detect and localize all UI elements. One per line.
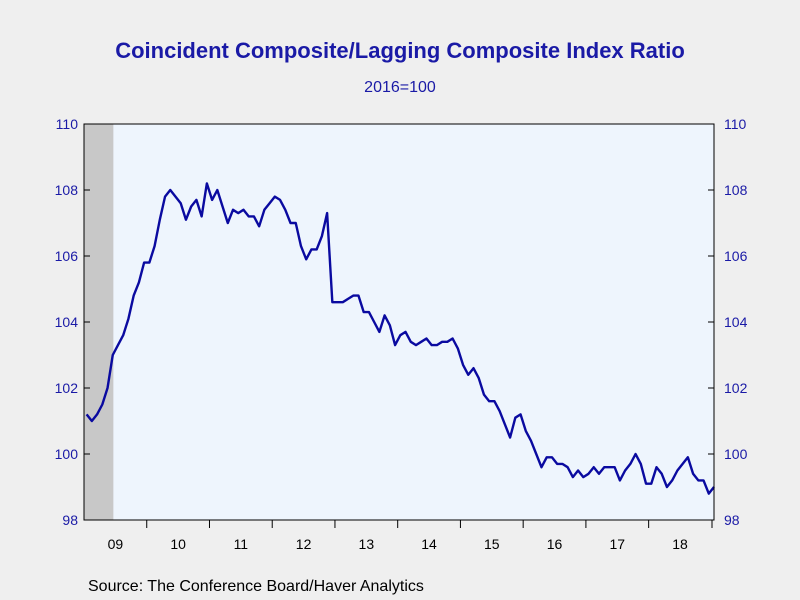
chart-title: Coincident Composite/Lagging Composite I… bbox=[115, 38, 685, 63]
y-tick-label-right: 98 bbox=[724, 512, 740, 528]
plot-area bbox=[84, 124, 714, 520]
x-tick-label: 16 bbox=[547, 536, 563, 552]
y-tick-label-right: 106 bbox=[724, 248, 748, 264]
y-tick-label-left: 100 bbox=[55, 446, 79, 462]
x-tick-label: 09 bbox=[108, 536, 124, 552]
y-tick-label-left: 102 bbox=[55, 380, 79, 396]
y-tick-label-right: 100 bbox=[724, 446, 748, 462]
x-tick-label: 18 bbox=[672, 536, 688, 552]
x-tick-label: 12 bbox=[296, 536, 312, 552]
x-tick-label: 13 bbox=[359, 536, 375, 552]
y-tick-label-left: 110 bbox=[56, 116, 79, 132]
x-tick-label: 11 bbox=[234, 536, 249, 552]
y-tick-label-right: 104 bbox=[724, 314, 748, 330]
x-tick-label: 14 bbox=[421, 536, 437, 552]
y-tick-label-left: 98 bbox=[62, 512, 78, 528]
y-tick-label-left: 104 bbox=[55, 314, 79, 330]
source-note: Source: The Conference Board/Haver Analy… bbox=[88, 578, 424, 595]
y-tick-label-right: 102 bbox=[724, 380, 748, 396]
plot-frame bbox=[83, 123, 715, 521]
y-tick-label-left: 106 bbox=[55, 248, 79, 264]
y-tick-label-right: 108 bbox=[724, 182, 748, 198]
series-line bbox=[85, 182, 715, 495]
x-tick-label: 17 bbox=[609, 536, 625, 552]
x-tick-label: 10 bbox=[170, 536, 186, 552]
chart-subtitle: 2016=100 bbox=[364, 79, 436, 96]
y-tick-label-left: 108 bbox=[55, 182, 79, 198]
axis-ticks bbox=[84, 123, 714, 528]
y-tick-label-right: 110 bbox=[724, 116, 747, 132]
x-tick-label: 15 bbox=[484, 536, 500, 552]
